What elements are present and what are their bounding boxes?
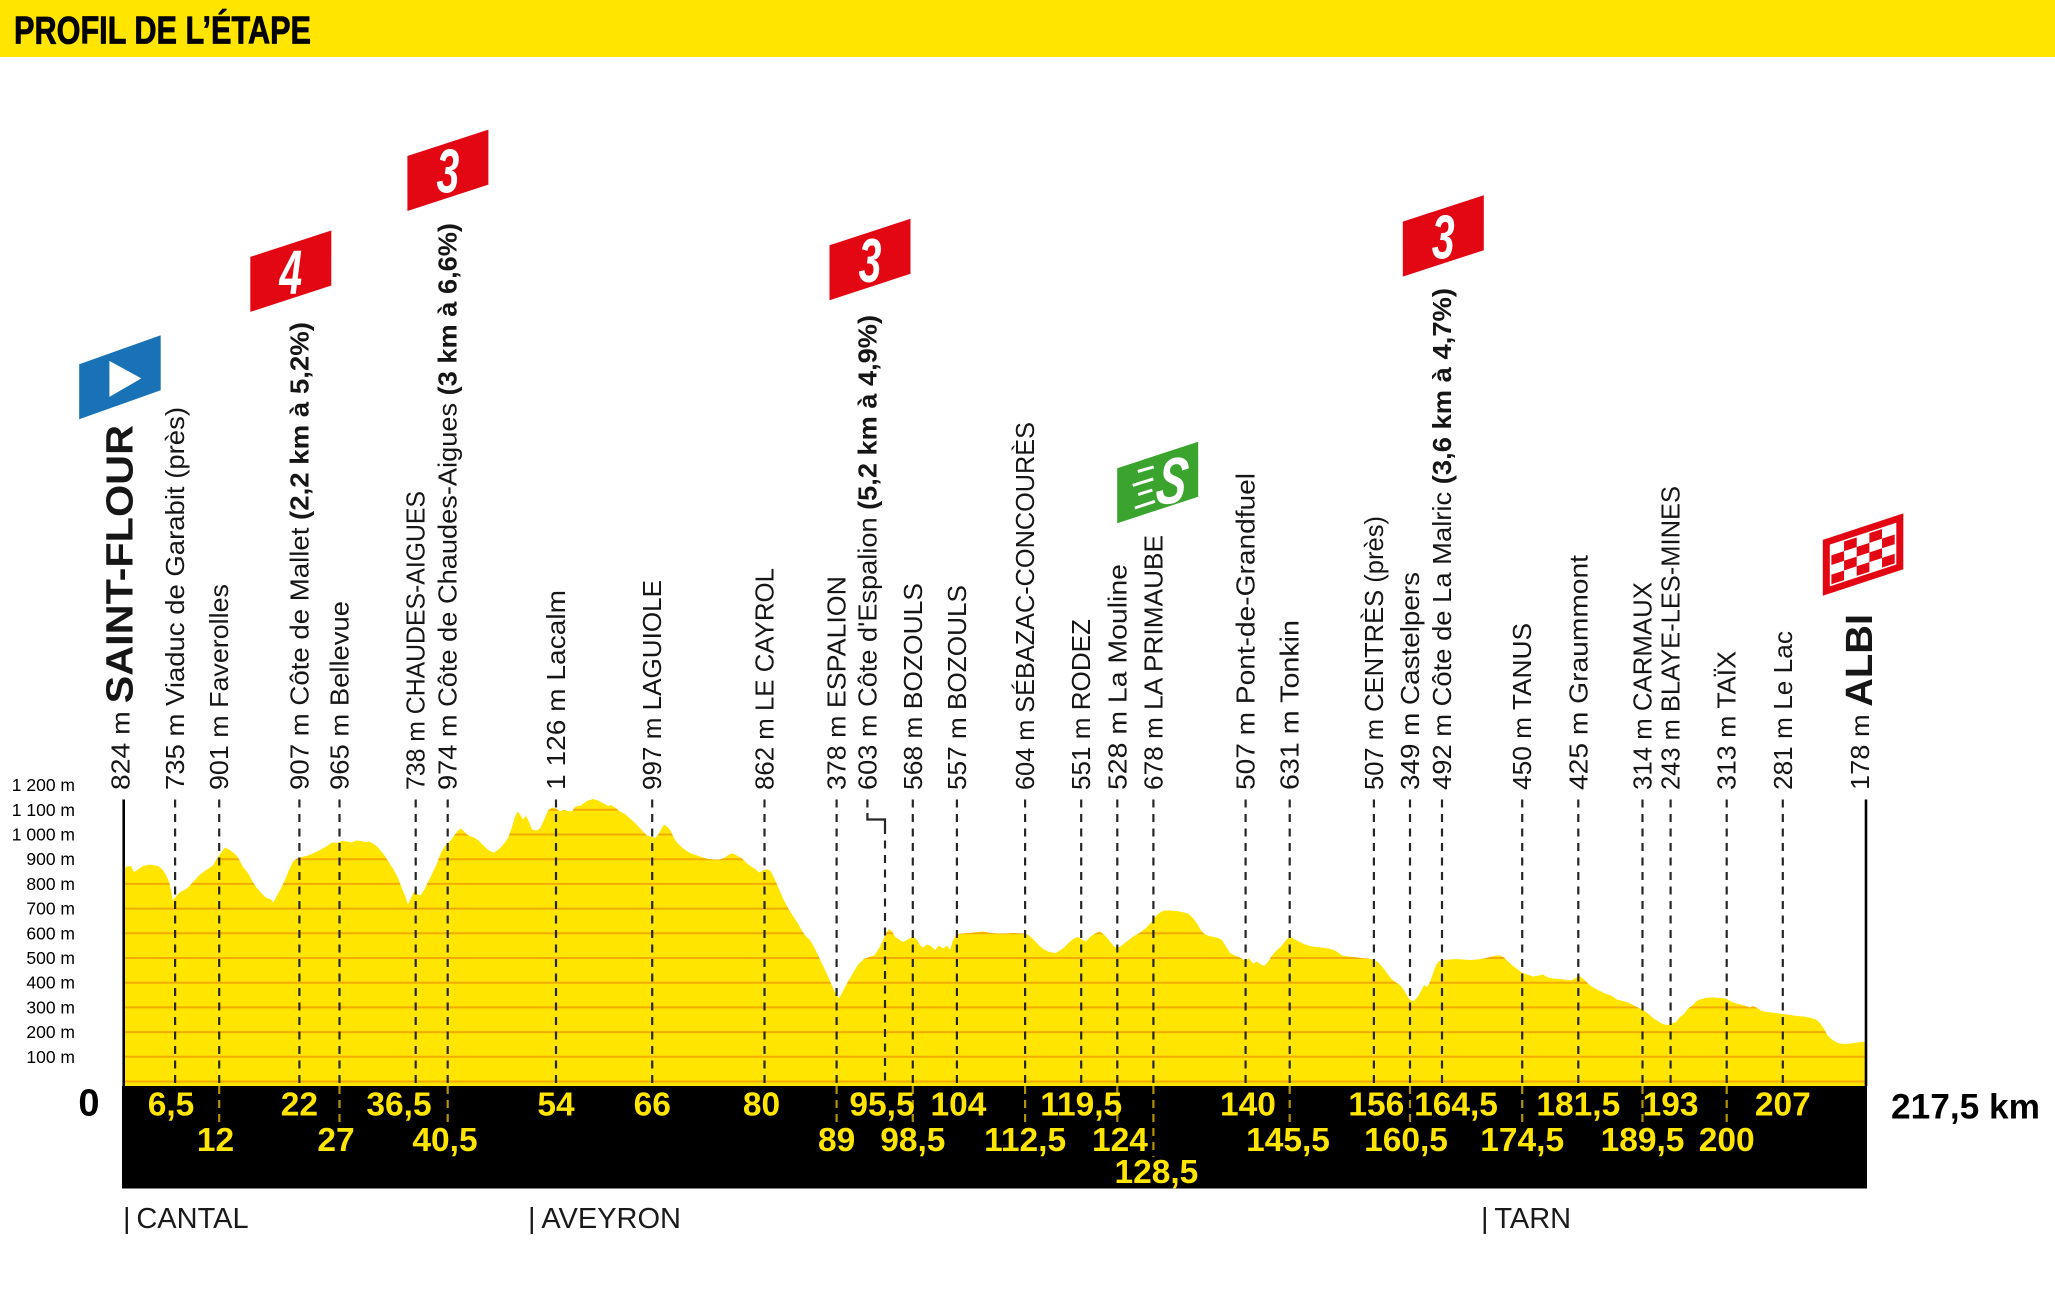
svg-text:901 m Faverolles: 901 m Faverolles [204,584,234,790]
svg-text:3: 3 [437,137,460,207]
svg-text:PROFIL DE L’ÉTAPE: PROFIL DE L’ÉTAPE [14,9,311,53]
svg-text:735 m Viaduc de Garabit (près): 735 m Viaduc de Garabit (près) [160,407,190,790]
svg-text:824 m SAINT-FLOUR: 824 m SAINT-FLOUR [100,425,142,790]
svg-text:181,5: 181,5 [1536,1086,1620,1123]
svg-text:313 m TAÏX: 313 m TAÏX [1712,651,1742,790]
svg-text:314 m CARMAUX: 314 m CARMAUX [1628,582,1658,790]
svg-text:112,5: 112,5 [984,1122,1066,1159]
svg-text:124: 124 [1092,1122,1148,1159]
svg-text:193: 193 [1643,1086,1699,1123]
svg-text:800 m: 800 m [26,874,75,894]
svg-text:281 m Le Lac: 281 m Le Lac [1768,631,1798,790]
svg-text:450 m TANUS: 450 m TANUS [1507,623,1537,790]
svg-text:4: 4 [279,238,303,308]
svg-text:22: 22 [281,1086,318,1123]
svg-text:678 m LA PRIMAUBE: 678 m LA PRIMAUBE [1138,535,1168,790]
svg-text:140: 140 [1220,1086,1276,1123]
svg-text:378 m ESPALION: 378 m ESPALION [822,576,852,790]
svg-text:604 m SÉBAZAC-CONCOURÈS: 604 m SÉBAZAC-CONCOURÈS [1010,422,1040,790]
svg-text:907 m Côte de Mallet (2,2 km à: 907 m Côte de Mallet (2,2 km à 5,2%) [284,322,314,790]
svg-text:400 m: 400 m [26,973,75,993]
svg-text:164,5: 164,5 [1414,1086,1498,1123]
svg-text:178 m ALBI: 178 m ALBI [1839,614,1881,790]
svg-text:1 126 m Lacalm: 1 126 m Lacalm [541,590,571,790]
svg-text:243 m BLAYE-LES-MINES: 243 m BLAYE-LES-MINES [1656,486,1686,790]
svg-text:631 m Tonkin: 631 m Tonkin [1275,620,1305,790]
svg-text:507 m Pont-de-Grandfuel: 507 m Pont-de-Grandfuel [1231,473,1261,790]
svg-text:27: 27 [317,1122,354,1159]
svg-text:1 000 m: 1 000 m [12,825,75,845]
svg-text:492 m Côte de La Malric (3,6 k: 492 m Côte de La Malric (3,6 km à 4,7%) [1427,288,1457,790]
svg-text:1 200 m: 1 200 m [12,775,75,795]
svg-text:| CANTAL: | CANTAL [123,1203,249,1235]
svg-text:145,5: 145,5 [1246,1122,1330,1159]
svg-text:| TARN: | TARN [1481,1203,1571,1235]
svg-text:551 m RODEZ: 551 m RODEZ [1066,619,1096,790]
svg-text:40,5: 40,5 [412,1122,477,1159]
svg-text:80: 80 [743,1086,780,1123]
svg-text:54: 54 [537,1086,575,1123]
svg-text:200 m: 200 m [26,1022,75,1042]
svg-text:128,5: 128,5 [1114,1154,1198,1191]
svg-text:119,5: 119,5 [1040,1086,1122,1123]
svg-text:700 m: 700 m [26,899,75,919]
svg-text:900 m: 900 m [26,849,75,869]
svg-text:160,5: 160,5 [1364,1122,1448,1159]
svg-text:528 m La Mouline: 528 m La Mouline [1102,564,1132,790]
svg-text:603 m Côte d'Espalion (5,2 km: 603 m Côte d'Espalion (5,2 km à 4,9%) [852,315,882,790]
svg-text:300 m: 300 m [26,997,75,1017]
svg-text:0: 0 [78,1082,99,1124]
svg-text:507 m CENTRÈS (près): 507 m CENTRÈS (près) [1359,516,1389,790]
svg-text:738 m CHAUDES-AIGUES: 738 m CHAUDES-AIGUES [401,491,431,790]
svg-text:217,5 km: 217,5 km [1891,1087,2040,1126]
svg-text:66: 66 [634,1086,671,1123]
svg-text:189,5: 189,5 [1601,1122,1685,1159]
svg-text:207: 207 [1755,1086,1811,1123]
svg-text:600 m: 600 m [26,923,75,943]
svg-text:349 m Castelpers: 349 m Castelpers [1395,572,1425,790]
svg-text:95,5: 95,5 [849,1086,914,1123]
svg-text:98,5: 98,5 [880,1122,945,1159]
svg-text:997 m LAGUIOLE: 997 m LAGUIOLE [637,580,667,790]
svg-text:12: 12 [197,1122,234,1159]
svg-text:3: 3 [1432,203,1455,273]
svg-text:200: 200 [1699,1122,1755,1159]
svg-text:862 m LE CAYROL: 862 m LE CAYROL [750,568,780,790]
svg-text:965 m Bellevue: 965 m Bellevue [325,601,355,790]
svg-text:568 m BOZOULS: 568 m BOZOULS [898,583,928,790]
svg-text:174,5: 174,5 [1480,1122,1564,1159]
svg-text:89: 89 [818,1122,855,1159]
svg-text:557 m BOZOULS: 557 m BOZOULS [942,585,972,790]
svg-text:1 100 m: 1 100 m [12,800,75,820]
svg-text:6,5: 6,5 [148,1086,195,1123]
svg-text:974 m Côte de Chaudes-Aigues (: 974 m Côte de Chaudes-Aigues (3 km à 6,6… [433,223,463,790]
svg-text:36,5: 36,5 [366,1086,431,1123]
svg-text:3: 3 [859,226,882,296]
svg-text:156: 156 [1348,1086,1404,1123]
svg-text:425 m Graummont: 425 m Graummont [1563,554,1593,790]
svg-text:100 m: 100 m [26,1047,75,1067]
svg-text:104: 104 [931,1086,987,1123]
svg-text:500 m: 500 m [26,948,75,968]
svg-text:| AVEYRON: | AVEYRON [528,1203,681,1235]
